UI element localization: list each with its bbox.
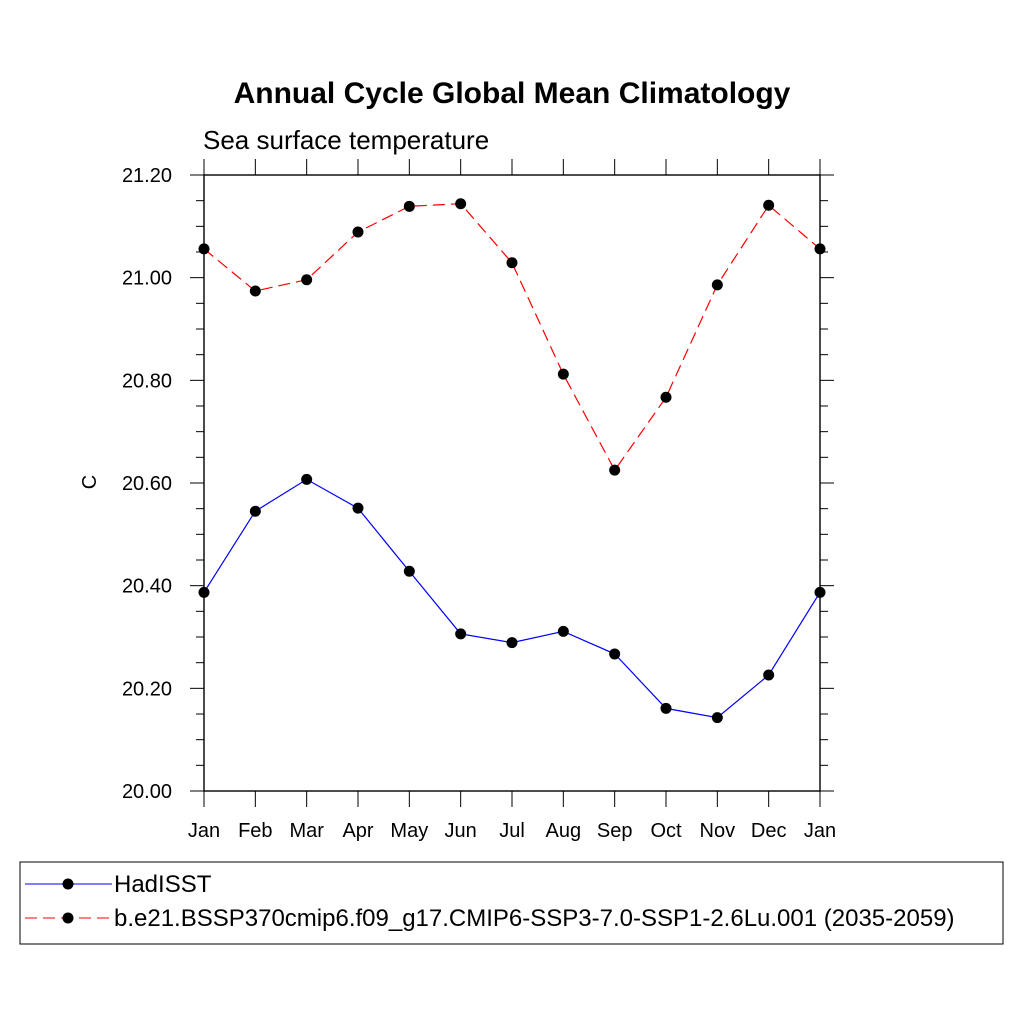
- data-point-0: [455, 628, 467, 640]
- data-point-0: [198, 586, 210, 598]
- data-point-1: [352, 226, 364, 238]
- data-point-1: [249, 285, 261, 297]
- x-tick-label: May: [390, 820, 428, 842]
- data-point-0: [403, 565, 415, 577]
- data-point-0: [506, 637, 518, 649]
- y-tick-label: 20.20: [122, 678, 172, 700]
- data-point-1: [301, 274, 313, 286]
- data-point-1: [711, 279, 723, 291]
- data-point-1: [814, 243, 826, 255]
- x-tick-label: Mar: [289, 820, 324, 842]
- chart-title: Annual Cycle Global Mean Climatology: [234, 77, 791, 110]
- x-tick-label: Aug: [546, 820, 582, 842]
- x-tick-label: Jun: [445, 820, 477, 842]
- legend-box: [19, 861, 1004, 945]
- legend-marker-model: [62, 912, 74, 924]
- y-tick-label: 21.20: [122, 165, 172, 187]
- x-tick-label: Dec: [751, 820, 787, 842]
- series-layer: [198, 198, 826, 724]
- data-point-1: [660, 391, 672, 403]
- y-axis-label: C: [79, 475, 101, 489]
- data-point-1: [609, 464, 621, 476]
- data-point-0: [711, 712, 723, 724]
- y-tick-label: 20.60: [122, 473, 172, 495]
- legend-label-model: b.e21.BSSP370cmip6.f09_g17.CMIP6-SSP3-7.…: [114, 905, 955, 932]
- ticks-layer: [190, 159, 834, 807]
- y-tick-label: 21.00: [122, 268, 172, 290]
- legend-marker-hadisst: [62, 878, 74, 890]
- x-tick-label: Nov: [700, 820, 736, 842]
- data-point-1: [506, 257, 518, 269]
- x-tick-label: Sep: [597, 820, 633, 842]
- data-point-0: [660, 702, 672, 714]
- series-line-0: [203, 478, 821, 719]
- data-point-1: [763, 199, 775, 211]
- x-tick-label: Jan: [804, 820, 836, 842]
- y-tick-label: 20.80: [122, 370, 172, 392]
- x-tick-label: Jul: [499, 820, 525, 842]
- x-tick-label: Apr: [342, 820, 373, 842]
- data-point-0: [249, 505, 261, 517]
- legend-label-hadisst: HadISST: [114, 871, 212, 898]
- x-tick-label: Feb: [238, 820, 272, 842]
- y-tick-label: 20.00: [122, 781, 172, 803]
- x-tick-label: Jan: [188, 820, 220, 842]
- plot-frame: [203, 174, 821, 792]
- data-point-1: [403, 200, 415, 212]
- data-point-0: [352, 502, 364, 514]
- data-point-1: [198, 243, 210, 255]
- data-point-0: [763, 669, 775, 681]
- tick-labels-layer: Jan Feb Mar Apr May Jun Jul Aug Sep Oct Nov Dec Jan 2…: [122, 165, 836, 842]
- chart-subtitle: Sea surface temperature: [203, 125, 489, 155]
- data-point-0: [609, 648, 621, 660]
- legend: HadISST b.e21.BSSP370cmip6.f09_g17.CMIP6…: [19, 861, 1004, 945]
- data-point-1: [455, 198, 467, 210]
- x-tick-label: Oct: [650, 820, 682, 842]
- data-point-1: [557, 368, 569, 380]
- y-tick-label: 20.40: [122, 576, 172, 598]
- data-point-0: [301, 473, 313, 485]
- data-point-0: [814, 586, 826, 598]
- data-point-0: [557, 625, 569, 637]
- series-line-1: [203, 203, 821, 472]
